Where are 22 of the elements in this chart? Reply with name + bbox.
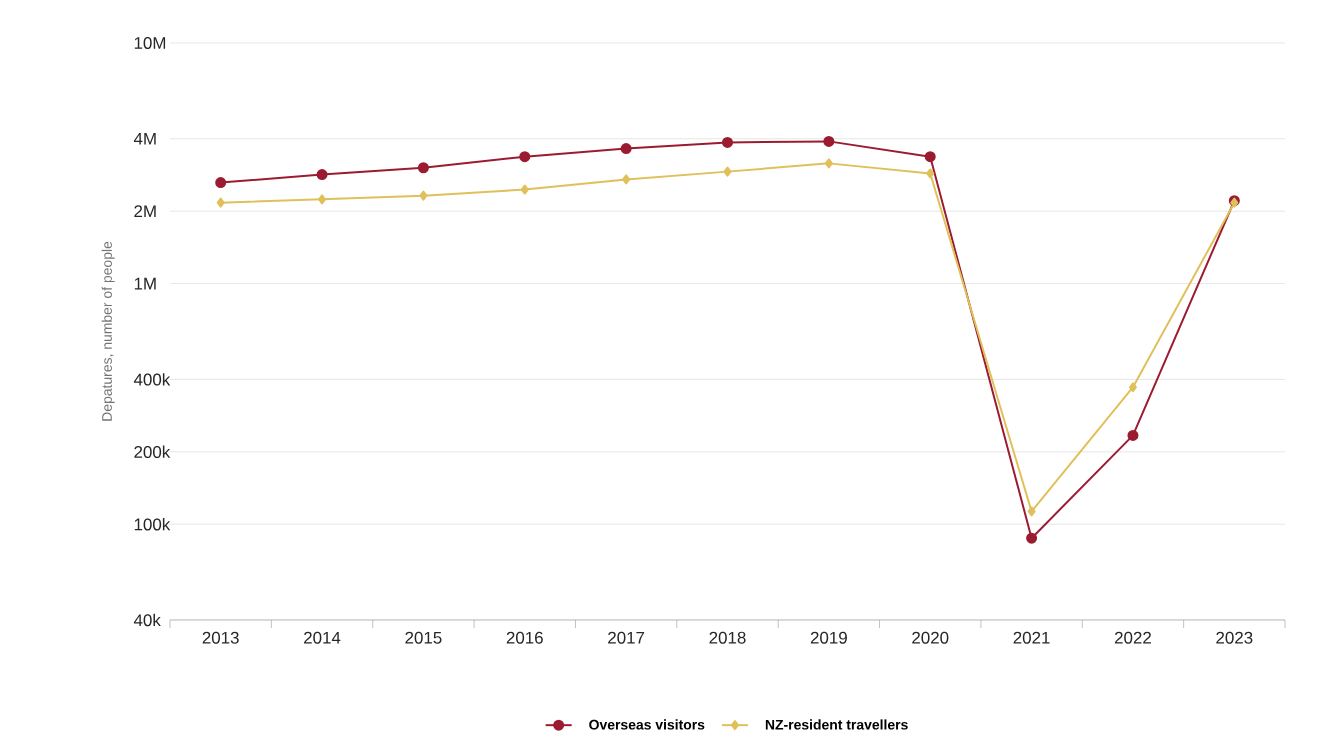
y-tick-label: 4M xyxy=(133,132,156,145)
y-tick-label: 1M xyxy=(134,277,156,290)
x-tick-label: 2021 xyxy=(1013,631,1050,644)
y-tick-label: 2M xyxy=(134,205,156,218)
legend-label: Overseas visitors xyxy=(589,719,705,730)
x-tick-label: 2016 xyxy=(506,631,543,644)
legend-label: NZ-resident travellers xyxy=(765,719,908,730)
x-tick-label: 2014 xyxy=(304,631,341,644)
y-tick-label: 200k xyxy=(134,445,171,459)
x-tick-label: 2013 xyxy=(202,631,239,644)
x-tick-label: 2018 xyxy=(709,631,746,644)
y-tick-label: 400k xyxy=(133,373,171,386)
y-tick-label: 10M xyxy=(134,37,166,49)
x-tick-label: 2020 xyxy=(912,631,949,644)
y-axis-title: Depatures, number of people xyxy=(101,241,115,421)
x-tick-label: 2023 xyxy=(1216,631,1253,644)
y-tick-label: 40k xyxy=(133,613,161,627)
x-tick-label: 2017 xyxy=(608,631,645,644)
x-tick-label: 2022 xyxy=(1114,631,1151,644)
x-tick-label: 2015 xyxy=(405,631,442,644)
x-tick-label: 2019 xyxy=(810,631,847,644)
y-tick-label: 100k xyxy=(134,518,171,531)
